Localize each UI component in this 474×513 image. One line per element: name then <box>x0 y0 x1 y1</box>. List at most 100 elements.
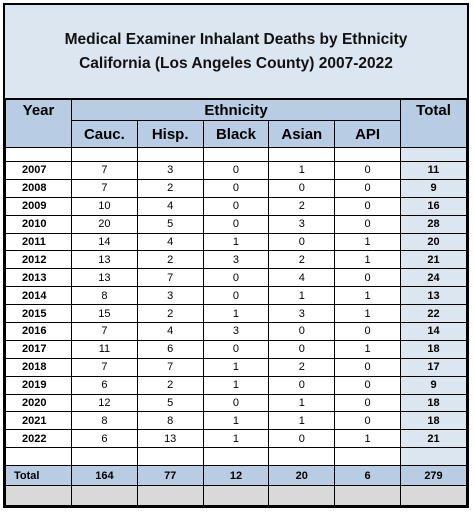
value-cell: 6 <box>136 339 204 359</box>
group-header: Ethnicity <box>71 99 401 121</box>
value-cell: 28 <box>400 214 467 234</box>
value-cell: 6 <box>71 375 138 395</box>
value-cell: 0 <box>334 322 401 341</box>
value-cell: 0 <box>334 357 401 377</box>
value-cell: 13 <box>136 429 204 449</box>
value-cell: 0 <box>202 178 270 198</box>
value-cell: 0 <box>334 161 401 180</box>
empty-cell <box>136 485 204 507</box>
data-row: 2018 7 7 1 2 0 17 <box>5 357 467 377</box>
total-row: Total 164 77 12 20 6 279 <box>5 465 467 487</box>
empty-cell <box>202 147 270 162</box>
value-cell: 15 <box>71 304 138 324</box>
value-cell: 0 <box>268 178 336 198</box>
value-cell: 1 <box>334 232 401 252</box>
value-cell: 10 <box>71 196 138 216</box>
value-cell: 7 <box>71 357 138 377</box>
year-cell: 2020 <box>5 393 72 413</box>
value-cell: 12 <box>71 393 138 413</box>
empty-cell <box>5 120 72 148</box>
value-cell: 0 <box>202 393 270 413</box>
value-cell: 21 <box>400 250 467 270</box>
value-cell: 0 <box>334 196 401 216</box>
data-row: 2013 13 7 0 4 0 24 <box>5 268 467 288</box>
value-cell: 0 <box>202 339 270 359</box>
value-cell: 16 <box>400 196 467 216</box>
empty-cell <box>268 485 336 507</box>
value-cell: 13 <box>71 250 138 270</box>
value-cell: 1 <box>202 304 270 324</box>
spacer-row <box>5 147 467 162</box>
value-cell: 4 <box>136 196 204 216</box>
empty-cell <box>400 447 467 467</box>
value-cell: 3 <box>202 322 270 341</box>
empty-cell <box>400 120 467 148</box>
value-cell: 0 <box>202 161 270 180</box>
value-cell: 1 <box>334 250 401 270</box>
empty-cell <box>71 485 138 507</box>
value-cell: 11 <box>400 161 467 180</box>
empty-cell <box>334 485 401 507</box>
year-cell: 2013 <box>5 268 72 288</box>
value-cell: 1 <box>268 411 336 431</box>
column-header: API <box>334 120 401 148</box>
year-cell: 2010 <box>5 214 72 234</box>
value-cell: 13 <box>71 268 138 288</box>
value-cell: 0 <box>268 429 336 449</box>
data-row: 2012 13 2 3 2 1 21 <box>5 250 467 270</box>
empty-cell <box>400 147 467 162</box>
subtitle: California (Los Angeles County) 2007-202… <box>79 54 393 72</box>
value-cell: 4 <box>136 232 204 252</box>
table-page: Medical Examiner Inhalant Deaths by Ethn… <box>3 3 469 509</box>
title: Medical Examiner Inhalant Deaths by Ethn… <box>64 30 408 48</box>
empty-cell <box>71 147 138 162</box>
year-cell: 2008 <box>5 178 72 198</box>
value-cell: 18 <box>400 393 467 413</box>
data-row: 2020 12 5 0 1 0 18 <box>5 393 467 413</box>
column-header: Hisp. <box>136 120 204 148</box>
value-cell: 6 <box>71 429 138 449</box>
value-cell: 0 <box>334 178 401 198</box>
value-cell: 5 <box>136 393 204 413</box>
value-cell: 14 <box>400 322 467 341</box>
value-cell: 3 <box>268 214 336 234</box>
value-cell: 1 <box>334 429 401 449</box>
empty-cell <box>334 447 401 467</box>
empty-cell <box>202 447 270 467</box>
value-cell: 1 <box>268 161 336 180</box>
data-row: 2019 6 2 1 0 0 9 <box>5 375 467 395</box>
value-cell: 1 <box>202 429 270 449</box>
value-cell: 17 <box>400 357 467 377</box>
column-header: Total <box>400 99 467 121</box>
empty-cell <box>71 447 138 467</box>
value-cell: 1 <box>202 357 270 377</box>
value-cell: 9 <box>400 375 467 395</box>
value-cell: 24 <box>400 268 467 288</box>
year-cell: 2022 <box>5 429 72 449</box>
value-cell: 2 <box>268 250 336 270</box>
value-cell: 7 <box>136 268 204 288</box>
total-cell: 279 <box>400 465 467 487</box>
value-cell: 2 <box>136 304 204 324</box>
value-cell: 0 <box>334 411 401 431</box>
data-row: 2016 7 4 3 0 0 14 <box>5 322 467 341</box>
subheader-row: Cauc. Hisp. Black Asian API <box>5 120 467 148</box>
value-cell: 0 <box>202 286 270 306</box>
data-row: 2021 8 8 1 1 0 18 <box>5 411 467 431</box>
value-cell: 3 <box>136 161 204 180</box>
title-block: Medical Examiner Inhalant Deaths by Ethn… <box>5 5 467 99</box>
empty-cell <box>136 447 204 467</box>
data-row: 2009 10 4 0 2 0 16 <box>5 196 467 216</box>
value-cell: 0 <box>334 214 401 234</box>
value-cell: 0 <box>202 196 270 216</box>
value-cell: 1 <box>334 304 401 324</box>
value-cell: 0 <box>334 393 401 413</box>
data-row: 2010 20 5 0 3 0 28 <box>5 214 467 234</box>
value-cell: 7 <box>136 357 204 377</box>
data-row: 2008 7 2 0 0 0 9 <box>5 178 467 198</box>
value-cell: 4 <box>268 268 336 288</box>
header-row: Year Ethnicity Total <box>5 99 467 121</box>
empty-cell <box>136 147 204 162</box>
value-cell: 13 <box>400 286 467 306</box>
year-cell: 2014 <box>5 286 72 306</box>
